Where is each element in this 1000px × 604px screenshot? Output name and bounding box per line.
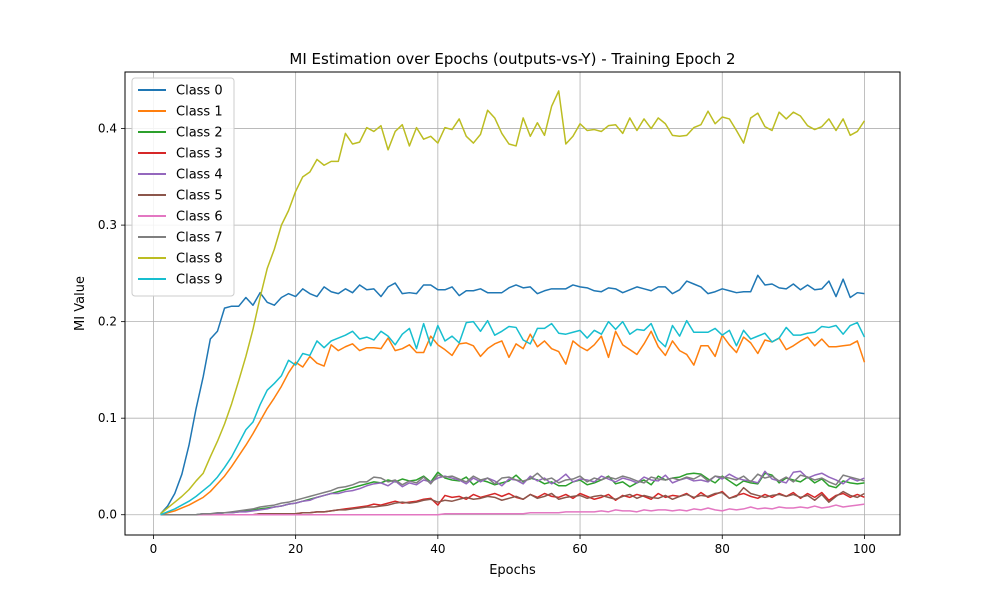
legend: Class 0 Class 1 Class 2 Class 3 Class 4 Class… xyxy=(131,77,235,297)
y-axis-ticks: 0.0 0.1 0.2 0.3 0.4 xyxy=(98,122,125,522)
legend-label-class-9: Class 9 xyxy=(176,273,223,288)
x-axis-ticks: 0 20 40 60 80 100 xyxy=(150,535,876,556)
x-tick-label: 60 xyxy=(572,542,587,556)
series-line-class-9 xyxy=(160,319,866,516)
x-tick-label: 0 xyxy=(150,542,158,556)
legend-label-class-8: Class 8 xyxy=(176,252,223,267)
chart-title: MI Estimation over Epochs (outputs-vs-Y)… xyxy=(289,50,735,68)
series-line-class-8 xyxy=(160,90,866,515)
legend-label-class-3: Class 3 xyxy=(176,147,223,162)
series-line-class-4 xyxy=(160,470,865,516)
legend-label-class-1: Class 1 xyxy=(176,105,223,120)
y-tick-label: 0.2 xyxy=(98,315,117,329)
legend-label-class-5: Class 5 xyxy=(176,189,223,204)
x-tick-label: 20 xyxy=(288,542,303,556)
y-tick-label: 0.1 xyxy=(98,411,117,425)
legend-label-class-6: Class 6 xyxy=(176,210,223,225)
x-tick-label: 40 xyxy=(430,542,445,556)
x-tick-label: 100 xyxy=(853,542,876,556)
y-tick-label: 0.0 xyxy=(98,508,117,522)
series-line-class-7 xyxy=(160,472,865,516)
legend-label-class-0: Class 0 xyxy=(176,84,223,99)
y-tick-label: 0.3 xyxy=(98,218,117,232)
series-line-class-0 xyxy=(159,274,865,515)
legend-label-class-4: Class 4 xyxy=(176,168,223,183)
legend-label-class-2: Class 2 xyxy=(176,126,223,141)
series-line-class-1 xyxy=(160,330,866,516)
series-lines xyxy=(159,90,866,516)
x-tick-label: 80 xyxy=(715,542,730,556)
y-axis-label: MI Value xyxy=(73,276,88,331)
plot-frame xyxy=(124,71,901,536)
legend-label-class-7: Class 7 xyxy=(176,231,223,246)
series-line-class-5 xyxy=(160,486,865,516)
series-line-class-6 xyxy=(160,503,865,516)
y-tick-label: 0.4 xyxy=(98,122,117,136)
x-axis-label: Epochs xyxy=(489,563,536,578)
